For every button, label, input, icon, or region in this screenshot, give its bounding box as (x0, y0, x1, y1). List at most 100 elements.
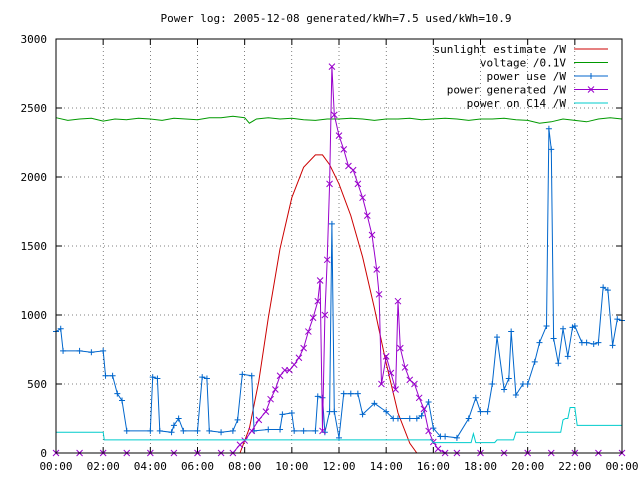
data-point-marker (354, 180, 362, 188)
series-1 (55, 115, 623, 124)
data-point-marker (309, 314, 317, 322)
data-point-marker (349, 166, 357, 174)
data-point-marker (394, 415, 401, 422)
data-point-marker (281, 366, 289, 374)
x-tick-label: 16:00 (417, 460, 450, 473)
series-line (55, 115, 623, 124)
data-point-marker (411, 380, 418, 388)
data-point-marker (271, 386, 279, 393)
data-point-marker (600, 284, 607, 291)
data-point-marker (501, 386, 508, 393)
data-point-marker (413, 415, 420, 422)
y-tick-label: 0 (40, 447, 47, 460)
data-point-marker (359, 411, 366, 418)
data-point-marker (206, 427, 213, 434)
data-point-marker (415, 394, 423, 402)
data-point-marker (548, 146, 555, 153)
data-point-marker (286, 366, 293, 374)
data-point-marker (505, 375, 512, 382)
data-point-marker (321, 429, 328, 436)
data-point-marker (76, 347, 83, 354)
data-point-marker (57, 325, 64, 332)
x-tick-label: 06:00 (181, 460, 214, 473)
plot-frame (55, 38, 623, 454)
data-point-marker (248, 372, 255, 379)
data-point-marker (248, 427, 256, 435)
data-point-marker (156, 427, 163, 434)
series-2 (53, 125, 625, 441)
series-4 (56, 407, 622, 444)
data-point-marker (418, 412, 425, 419)
data-point-marker (300, 427, 307, 434)
data-point-marker (614, 316, 621, 323)
data-point-marker (316, 277, 324, 284)
data-point-marker (154, 375, 161, 382)
data-point-marker (199, 374, 206, 381)
data-point-marker (175, 415, 182, 422)
data-point-marker (583, 339, 590, 346)
legend-label: voltage /0.1V (480, 57, 566, 70)
data-point-marker (326, 180, 333, 188)
data-point-marker (168, 429, 175, 436)
data-point-marker (472, 394, 479, 401)
series-line (56, 407, 622, 444)
axis-ticks: 0 500 1000 1500 2000 2500 3000 00:00 02:00 04:00 0… (21, 33, 639, 473)
series-line (239, 154, 418, 454)
data-point-marker (239, 371, 246, 378)
data-point-marker (314, 393, 321, 400)
data-point-marker (590, 340, 597, 347)
data-point-marker (354, 390, 361, 397)
data-point-marker (330, 111, 338, 119)
data-point-marker (543, 323, 550, 330)
data-point-marker (218, 429, 225, 436)
data-point-marker (149, 374, 156, 381)
data-point-marker (595, 339, 602, 346)
x-tick-label: 00:00 (605, 460, 638, 473)
grid-lines (56, 39, 622, 453)
data-point-marker (425, 427, 432, 435)
data-point-marker (102, 372, 109, 379)
data-point-marker (234, 416, 241, 423)
data-point-marker (180, 427, 187, 434)
data-point-marker (123, 427, 130, 434)
data-point-marker (255, 416, 263, 424)
data-point-marker (465, 415, 472, 422)
data-point-marker (609, 342, 616, 349)
data-point-marker (295, 354, 303, 362)
data-point-marker (100, 347, 107, 354)
data-point-marker (312, 427, 319, 434)
data-point-marker (277, 426, 284, 433)
x-tick-label: 00:00 (39, 460, 72, 473)
data-point-marker (335, 132, 343, 139)
data-point-marker (406, 415, 413, 422)
x-tick-label: 18:00 (464, 460, 497, 473)
x-tick-label: 08:00 (228, 460, 261, 473)
data-point-marker (371, 400, 378, 407)
data-point-marker (494, 334, 501, 341)
data-point-marker (265, 426, 272, 433)
data-point-marker (382, 353, 390, 360)
data-point-marker (194, 427, 201, 434)
data-point-marker (319, 427, 326, 435)
data-point-marker (531, 358, 538, 365)
data-point-marker (560, 325, 567, 332)
data-point-marker (434, 445, 442, 453)
series-0 (239, 154, 418, 454)
data-point-marker (267, 395, 274, 403)
data-point-marker (314, 297, 322, 305)
data-point-marker (321, 311, 329, 319)
data-point-marker (290, 361, 298, 369)
legend-label: sunlight estimate /W (434, 43, 567, 56)
data-point-marker (241, 437, 249, 444)
data-point-marker (328, 220, 335, 227)
data-point-marker (442, 433, 449, 440)
data-point-marker (571, 323, 578, 330)
data-point-marker (170, 422, 177, 429)
data-point-marker (147, 427, 154, 434)
data-point-marker (359, 194, 366, 202)
data-point-marker (396, 344, 404, 352)
x-tick-label: 04:00 (134, 460, 167, 473)
data-point-marker (363, 212, 371, 219)
data-point-marker (340, 390, 347, 397)
